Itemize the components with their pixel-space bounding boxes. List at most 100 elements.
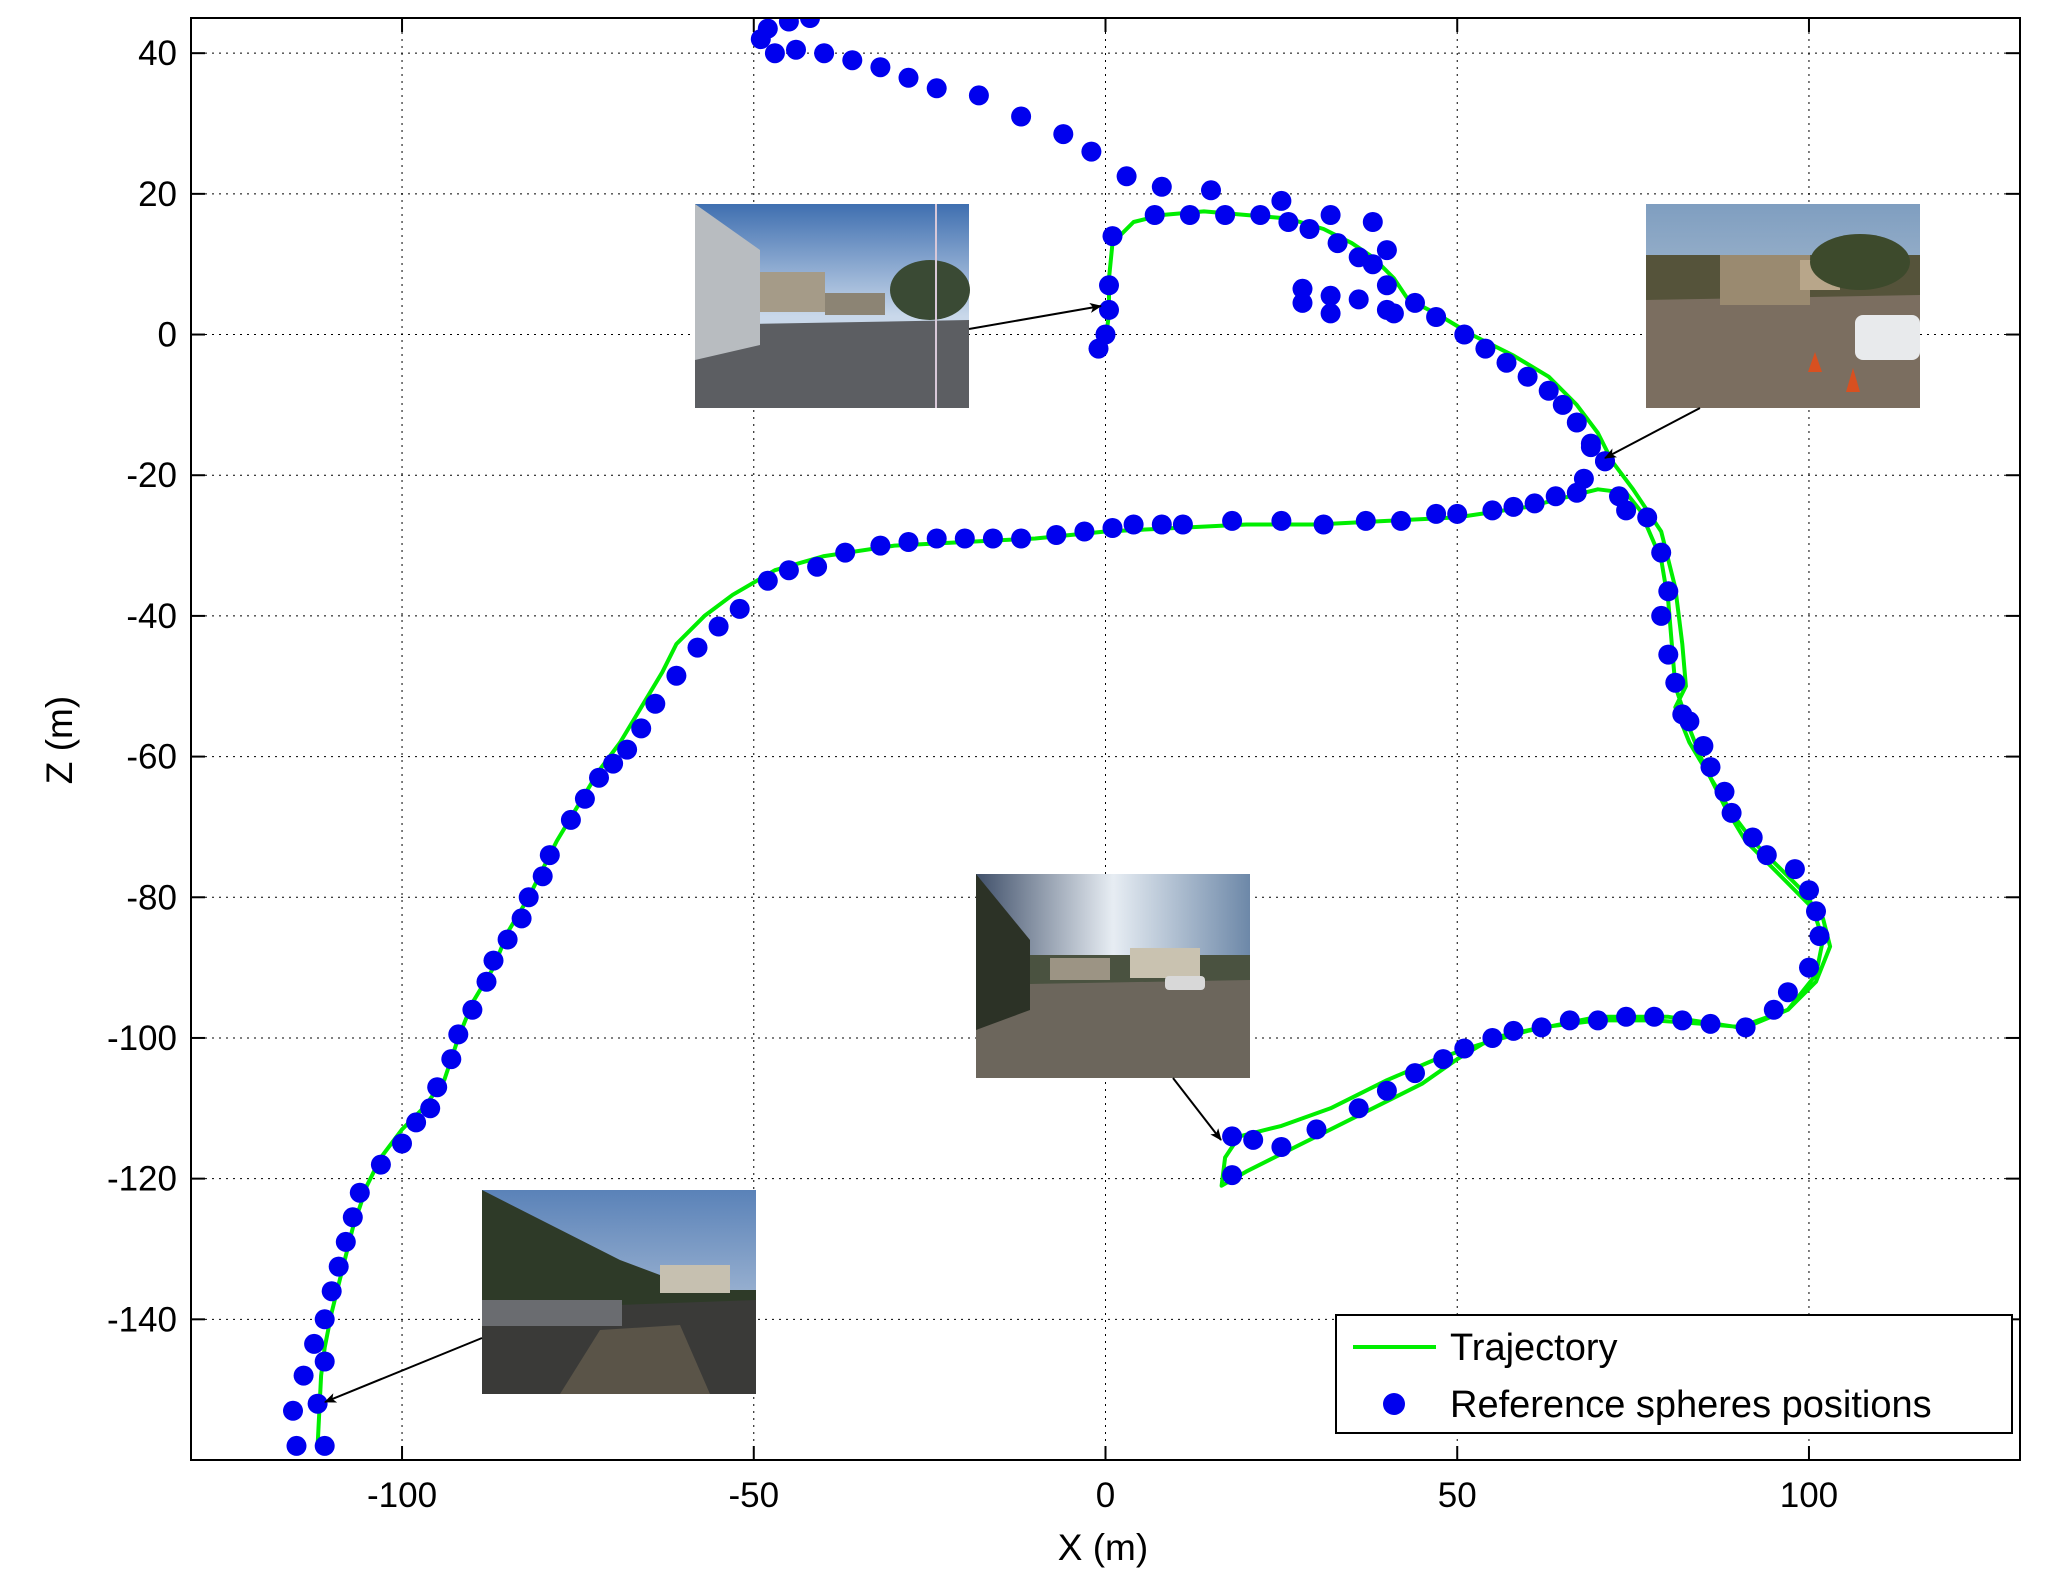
reference-sphere-point xyxy=(1116,166,1137,187)
reference-sphere-point xyxy=(1355,510,1376,531)
reference-sphere-point xyxy=(349,1182,370,1203)
reference-sphere-point xyxy=(898,67,919,88)
reference-sphere-point xyxy=(926,78,947,99)
reference-sphere-point xyxy=(1391,510,1411,531)
x-tick-label: 100 xyxy=(1780,1476,1838,1515)
reference-sphere-point xyxy=(1735,1017,1756,1038)
reference-sphere-point xyxy=(687,637,708,658)
reference-sphere-point xyxy=(870,535,891,556)
reference-sphere-point xyxy=(898,532,919,552)
reference-sphere-point xyxy=(1665,672,1686,693)
reference-sphere-point xyxy=(708,616,729,637)
reference-sphere-point xyxy=(617,739,638,760)
grid-lines xyxy=(191,18,2020,1460)
reference-sphere-point xyxy=(448,1024,469,1045)
reference-sphere-point xyxy=(1475,338,1496,359)
reference-sphere-point xyxy=(1144,205,1165,225)
reference-sphere-point xyxy=(462,999,483,1020)
reference-sphere-point xyxy=(370,1154,391,1175)
reference-sphere-point xyxy=(1763,999,1784,1020)
x-tick-labels: -100 -50 0 50 100 xyxy=(367,1476,1838,1515)
reference-sphere-point xyxy=(1545,486,1566,507)
reference-sphere-point xyxy=(1011,106,1032,127)
reference-sphere-point xyxy=(1088,338,1109,359)
reference-sphere-point xyxy=(786,39,806,60)
reference-sphere-point xyxy=(1447,503,1468,524)
reference-sphere-point xyxy=(1517,366,1538,387)
reference-sphere-point xyxy=(1658,581,1679,602)
reference-sphere-point xyxy=(1538,380,1559,401)
reference-sphere-point xyxy=(483,950,504,971)
reference-sphere-point xyxy=(1250,205,1271,225)
reference-sphere-point xyxy=(631,718,652,739)
reference-sphere-point xyxy=(511,908,532,929)
reference-sphere-point xyxy=(1123,514,1144,535)
y-tick-label: -80 xyxy=(126,878,177,917)
reference-sphere-point xyxy=(1454,324,1475,345)
photo-parking-lot xyxy=(976,874,1250,1078)
reference-sphere-point xyxy=(1179,205,1200,225)
reference-sphere-point xyxy=(1292,292,1313,313)
reference-sphere-point xyxy=(335,1231,356,1252)
reference-sphere-point xyxy=(1313,514,1334,535)
reference-sphere-point xyxy=(1099,299,1119,320)
reference-sphere-point xyxy=(1580,433,1601,454)
reference-sphere-point xyxy=(1756,845,1777,866)
reference-sphere-point xyxy=(1405,292,1425,313)
reference-sphere-point xyxy=(497,929,518,950)
photo-building-wall xyxy=(695,204,970,408)
reference-sphere-point xyxy=(1799,880,1819,901)
y-tick-label: 20 xyxy=(138,175,177,214)
photo-office-parking xyxy=(1646,204,1920,408)
y-tick-label: -120 xyxy=(107,1160,177,1199)
reference-sphere-point xyxy=(1222,510,1243,531)
x-axis-label: X (m) xyxy=(1058,1527,1148,1568)
reference-sphere-point xyxy=(778,560,799,581)
reference-sphere-point xyxy=(1222,1126,1243,1147)
reference-sphere-point xyxy=(314,1435,335,1456)
reference-sphere-point xyxy=(1721,802,1742,823)
reference-sphere-point xyxy=(1099,275,1119,296)
reference-sphere-point xyxy=(574,788,595,809)
reference-sphere-point xyxy=(1616,500,1637,521)
y-tick-label: -20 xyxy=(126,456,177,495)
reference-sphere-point xyxy=(1376,240,1397,261)
reference-sphere-point xyxy=(870,57,891,78)
reference-sphere-point xyxy=(1482,1028,1503,1048)
reference-sphere-point xyxy=(1376,275,1397,296)
legend: Trajectory Reference spheres positions xyxy=(1335,1314,2013,1434)
reference-sphere-point xyxy=(1742,827,1763,848)
reference-sphere-point xyxy=(1714,781,1735,802)
y-tick-label: 40 xyxy=(138,34,177,73)
reference-sphere-point xyxy=(729,598,750,619)
reference-sphere-point xyxy=(1503,1020,1524,1041)
reference-sphere-point xyxy=(1299,219,1320,239)
reference-sphere-point xyxy=(1806,901,1826,922)
reference-sphere-point xyxy=(1348,1098,1369,1119)
x-tick-label: -100 xyxy=(367,1476,437,1515)
reference-sphere-point xyxy=(1320,205,1341,225)
reference-sphere-point xyxy=(589,767,609,788)
reference-sphere-point xyxy=(757,570,778,591)
reference-sphere-point xyxy=(1074,521,1095,542)
reference-sphere-point xyxy=(342,1207,363,1228)
reference-sphere-point xyxy=(1271,190,1292,211)
legend-reference-swatch xyxy=(1383,1393,1405,1415)
y-tick-label: -100 xyxy=(107,1019,177,1058)
reference-sphere-point xyxy=(1081,141,1102,162)
reference-sphere-point xyxy=(1292,278,1313,299)
y-tick-label: 0 xyxy=(158,316,177,355)
reference-sphere-point xyxy=(1046,525,1067,545)
reference-sphere-point xyxy=(1679,711,1700,732)
reference-sphere-point xyxy=(1559,1010,1580,1031)
reference-sphere-point xyxy=(1151,176,1172,197)
reference-spheres xyxy=(283,18,1830,1456)
reference-sphere-point xyxy=(1306,1119,1327,1140)
reference-sphere-point xyxy=(1102,226,1123,247)
reference-sphere-point xyxy=(764,43,785,64)
legend-box xyxy=(1335,1314,2013,1434)
reference-sphere-point xyxy=(1362,212,1383,232)
reference-sphere-point xyxy=(1222,1165,1243,1186)
reference-sphere-point xyxy=(539,845,560,866)
